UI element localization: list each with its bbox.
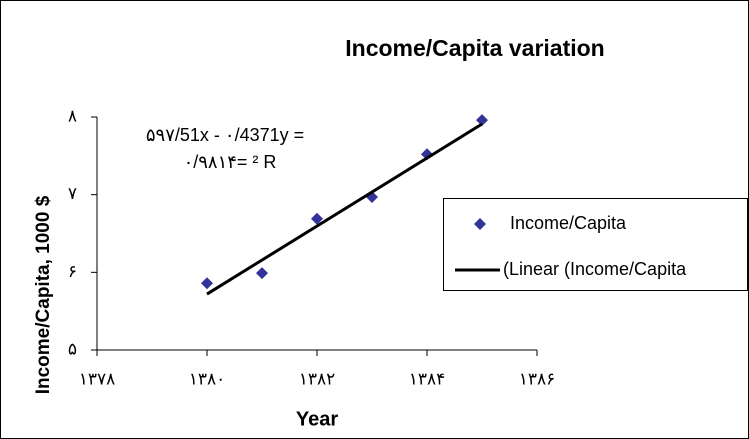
y-tick-label: ۸: [68, 106, 77, 125]
y-tick-label: ۵: [68, 339, 77, 358]
x-tick-label: ۱۳۸۶: [519, 369, 556, 388]
legend-label: (Linear (Income/Capita: [503, 259, 687, 279]
legend-marker: [474, 218, 486, 230]
y-tick-label: ۶: [68, 262, 77, 281]
y-tick-label: ۷: [68, 184, 77, 203]
x-axis-label: Year: [296, 408, 338, 430]
trend-line: [206, 122, 483, 296]
chart-title: Income/Capita variation: [345, 35, 604, 61]
x-tick-label: ۱۳۸۲: [299, 369, 336, 388]
legend-box: [443, 198, 748, 291]
equation: ۵۹۷/51x - ۰/4371y =: [146, 125, 304, 145]
r-squared: ۰/۹۸۱۴= ² R: [184, 152, 277, 172]
data-point: [256, 267, 268, 280]
x-tick-label: ۱۳۸۰: [189, 369, 226, 388]
data-point: [201, 277, 213, 290]
legend-label: Income/Capita: [510, 213, 627, 233]
data-point: [476, 114, 488, 127]
y-axis-label: Income/Capita, 1000 $: [33, 195, 54, 394]
x-tick-label: ۱۳۷۸: [79, 369, 116, 388]
x-tick-label: ۱۳۸۴: [409, 369, 446, 388]
data-point: [311, 212, 323, 225]
